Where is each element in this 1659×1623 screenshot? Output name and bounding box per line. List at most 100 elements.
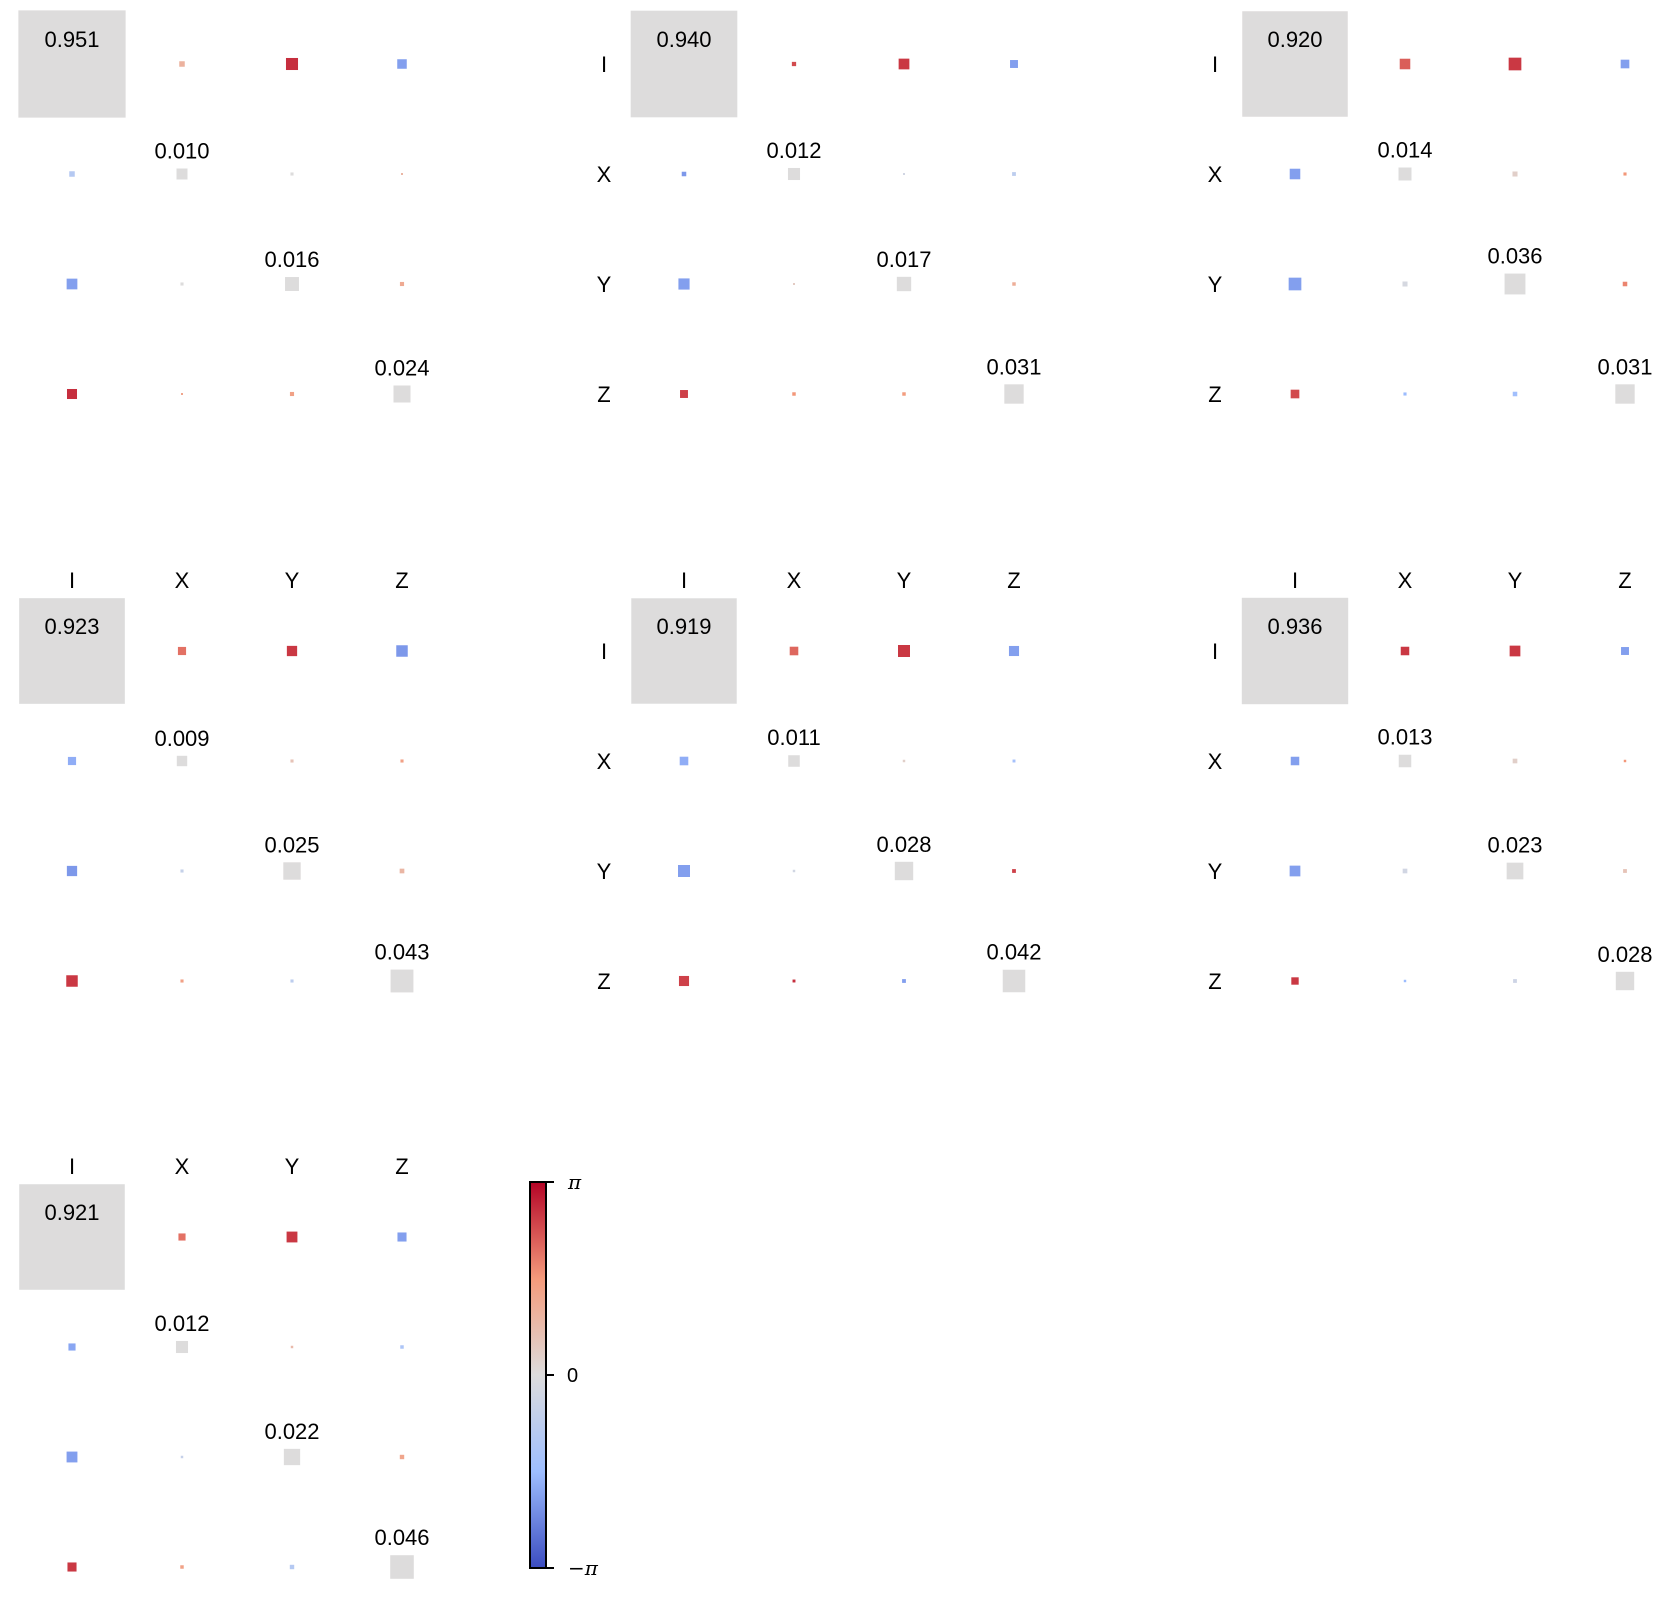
matrix-cell-ii: [19, 598, 125, 704]
row-label-y: Y: [597, 272, 612, 297]
matrix-cell-yy: [283, 1448, 301, 1466]
matrix-cell-zy: [1513, 979, 1517, 983]
matrix-cell-iy: [285, 57, 299, 71]
col-label-y: Y: [285, 1154, 300, 1179]
matrix-cell-yz: [1012, 869, 1016, 873]
col-label-x: X: [787, 568, 802, 593]
matrix-cell-zy: [902, 392, 906, 396]
matrix-cell-xz: [401, 173, 403, 175]
matrix-cell-xx: [176, 755, 188, 767]
diagonal-value: 0.024: [374, 355, 429, 380]
matrix-cell-zy: [289, 1564, 295, 1570]
matrix-cell-ix: [1400, 646, 1410, 656]
matrix-cell-zy: [290, 979, 294, 983]
diagonal-value: 0.919: [656, 614, 711, 639]
matrix-cell-zy: [902, 979, 906, 983]
matrix-cell-iy: [1509, 645, 1521, 657]
matrix-cell-xx: [1398, 167, 1412, 181]
diagonal-value: 0.920: [1267, 27, 1322, 52]
matrix-cell-xz: [1012, 172, 1016, 176]
matrix-cell-zz: [390, 969, 414, 993]
matrix-cell-xz: [1623, 172, 1627, 176]
matrix-cell-ii: [1242, 11, 1348, 117]
matrix-cell-yx: [180, 282, 184, 286]
matrix-cell-xi: [67, 756, 77, 766]
matrix-cell-xy: [290, 759, 294, 763]
matrix-cell-xi: [69, 171, 75, 177]
diagonal-value: 0.011: [767, 725, 820, 750]
matrix-cell-xx: [176, 168, 188, 180]
diagonal-value: 0.031: [1597, 354, 1652, 379]
matrix-cell-ix: [178, 1233, 186, 1241]
matrix-cell-yx: [1402, 868, 1408, 874]
matrix-cell-xi: [679, 756, 689, 766]
matrix-cell-xy: [902, 759, 906, 763]
matrix-cell-yi: [66, 1451, 78, 1463]
matrix-cell-yi: [1289, 865, 1301, 877]
colorbar-gradient: [529, 1181, 547, 1569]
matrix-cell-ix: [1399, 58, 1411, 70]
matrix-cell-yx: [793, 283, 795, 285]
matrix-cell-iy: [1508, 57, 1522, 71]
heatmap-panel-5: I X Y Z I X Y Z 0.919 0.011 0.028 0.042: [597, 568, 1042, 994]
colorbar-label-max: π: [567, 1170, 582, 1194]
matrix-cell-zx: [181, 393, 183, 395]
matrix-cell-iy: [898, 58, 910, 70]
heatmap-panels: 0.951 0.010 0.016 0.024 I X Y Z 0.940 0.012 0.017 0…: [18, 10, 1653, 1579]
col-label-y: Y: [285, 568, 300, 593]
matrix-cell-xi: [681, 171, 687, 177]
colorbar-label-min: −π: [568, 1556, 599, 1580]
colorbar-label-mid: 0: [567, 1365, 578, 1387]
matrix-cell-iz: [1620, 59, 1630, 69]
diagonal-value: 0.936: [1267, 614, 1322, 639]
matrix-cell-zi: [67, 1562, 77, 1572]
col-label-z: Z: [1618, 568, 1631, 593]
matrix-cell-ii: [18, 10, 126, 118]
matrix-cell-zz: [393, 385, 411, 403]
row-label-i: I: [601, 52, 607, 77]
matrix-cell-zx: [1403, 392, 1407, 396]
matrix-cell-ix: [177, 646, 187, 656]
col-label-x: X: [1398, 568, 1413, 593]
matrix-cell-iz: [1621, 647, 1629, 655]
row-label-x: X: [597, 749, 612, 774]
matrix-cell-xy: [290, 172, 294, 176]
matrix-cell-xy: [290, 1345, 294, 1349]
diagonal-value: 0.043: [374, 940, 429, 965]
row-label-y: Y: [597, 859, 612, 884]
matrix-cell-yz: [399, 1454, 405, 1460]
matrix-cell-yy: [1506, 862, 1524, 880]
matrix-cell-zi: [680, 390, 688, 398]
diagonal-value: 0.022: [264, 1419, 319, 1444]
diagonal-value: 0.009: [154, 726, 209, 751]
matrix-cell-zz: [1004, 384, 1024, 404]
row-label-i: I: [601, 639, 607, 664]
matrix-cell-yz: [1622, 281, 1628, 287]
diagonal-value: 0.046: [374, 1525, 429, 1550]
row-label-x: X: [1208, 749, 1223, 774]
matrix-cell-ii: [19, 1184, 125, 1290]
matrix-cell-ix: [179, 61, 185, 67]
matrix-cell-xy: [1512, 758, 1518, 764]
matrix-cell-yy: [285, 277, 299, 291]
diagonal-value: 0.016: [264, 247, 319, 272]
col-label-i: I: [69, 1154, 75, 1179]
diagonal-value: 0.923: [44, 614, 99, 639]
matrix-cell-yx: [1402, 281, 1408, 287]
matrix-cell-iy: [286, 1231, 298, 1243]
matrix-cell-zz: [1615, 971, 1635, 991]
matrix-cell-yi: [678, 278, 690, 290]
diagonal-value: 0.025: [264, 832, 319, 857]
matrix-cell-iy: [898, 645, 910, 657]
matrix-cell-yz: [1623, 869, 1627, 873]
row-label-z: Z: [597, 969, 610, 994]
heatmap-panel-7: I X Y Z 0.921 0.012 0.022 0.046: [19, 1154, 430, 1579]
col-label-i: I: [69, 568, 75, 593]
col-label-i: I: [1292, 568, 1298, 593]
matrix-cell-xi: [68, 1343, 76, 1351]
matrix-cell-zz: [1002, 969, 1026, 993]
row-label-y: Y: [1208, 859, 1223, 884]
diagonal-value: 0.031: [986, 354, 1041, 379]
col-label-y: Y: [897, 568, 912, 593]
